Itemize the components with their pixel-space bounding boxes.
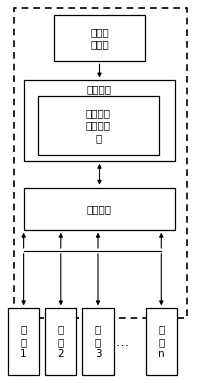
Bar bbox=[14, 8, 186, 318]
Bar bbox=[38, 96, 158, 155]
Bar bbox=[145, 308, 176, 375]
Bar bbox=[54, 15, 144, 61]
Bar bbox=[45, 308, 76, 375]
Text: 直
流
3: 直 流 3 bbox=[94, 324, 101, 359]
Text: 直
流
1: 直 流 1 bbox=[20, 324, 27, 359]
Text: 频率测
量模块: 频率测 量模块 bbox=[90, 27, 108, 49]
Bar bbox=[24, 188, 174, 230]
Text: 分配模块: 分配模块 bbox=[87, 84, 111, 94]
Text: …: … bbox=[115, 336, 128, 349]
Bar bbox=[24, 80, 174, 161]
Bar bbox=[82, 308, 113, 375]
Text: 直
流
2: 直 流 2 bbox=[57, 324, 64, 359]
Bar bbox=[8, 308, 39, 375]
Text: 直
流
n: 直 流 n bbox=[157, 324, 164, 359]
Text: 通信模块: 通信模块 bbox=[87, 204, 111, 214]
Text: 按额定容
量调节模
块: 按额定容 量调节模 块 bbox=[86, 108, 110, 143]
